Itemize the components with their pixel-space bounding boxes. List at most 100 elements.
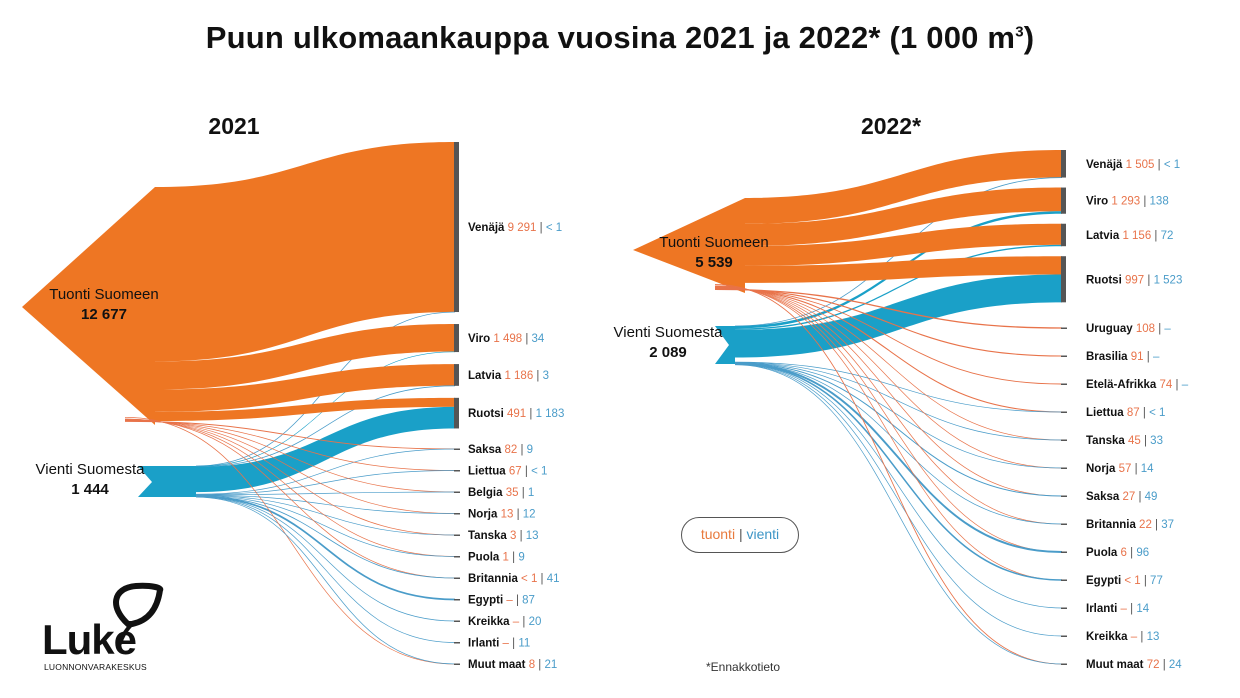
import-source-value: 5 539 bbox=[695, 254, 733, 271]
export-line-egypti bbox=[195, 495, 456, 601]
country-vienti: – bbox=[1153, 351, 1160, 363]
country-tuonti: – bbox=[506, 595, 513, 607]
country-tuonti: 22 bbox=[1139, 519, 1152, 531]
import-source-label: Tuonti Suomeen bbox=[659, 234, 769, 251]
country-tuonti: – bbox=[1131, 631, 1138, 643]
country-sep: | bbox=[509, 552, 518, 564]
country-node-puola bbox=[454, 556, 460, 558]
import-source-node bbox=[633, 198, 745, 293]
country-name: Kreikka bbox=[1086, 631, 1131, 643]
country-node-saksa bbox=[454, 448, 460, 450]
export-line-britannia bbox=[734, 362, 1063, 525]
export-line-latvia bbox=[195, 385, 456, 468]
footnote: *Ennakkotieto bbox=[706, 660, 781, 674]
export-line-britannia bbox=[195, 495, 456, 579]
export-line-irlanti bbox=[195, 496, 456, 643]
country-sep: | bbox=[537, 573, 546, 585]
import-line-belgia bbox=[124, 420, 456, 493]
country-sep: | bbox=[1127, 603, 1136, 615]
legend-vienti: vienti bbox=[746, 526, 780, 542]
import-line-uruguay bbox=[714, 288, 1063, 329]
import-line-liettua bbox=[714, 287, 1063, 413]
country-tuonti: 1 bbox=[503, 552, 509, 564]
export-source-value: 2 089 bbox=[649, 344, 687, 361]
country-node-etelä-afrikka bbox=[1061, 383, 1067, 385]
country-node-ruotsi bbox=[454, 397, 459, 429]
country-label-egypti: Egypti < 1 | 77 bbox=[1086, 575, 1163, 587]
country-sep: | bbox=[1151, 230, 1160, 242]
country-node-norja bbox=[1061, 467, 1067, 469]
year-title: 2022* bbox=[861, 113, 921, 139]
country-vienti: 14 bbox=[1141, 463, 1154, 475]
country-node-viro bbox=[1061, 187, 1066, 214]
country-vienti: 87 bbox=[522, 595, 535, 607]
export-line-kreikka bbox=[195, 496, 456, 622]
country-sep: | bbox=[1131, 463, 1140, 475]
country-name: Viro bbox=[468, 333, 493, 345]
country-node-puola bbox=[1061, 551, 1067, 553]
country-name: Saksa bbox=[1086, 491, 1122, 503]
country-sep: | bbox=[522, 333, 531, 345]
country-sep: | bbox=[1141, 575, 1150, 587]
country-label-saksa: Saksa 82 | 9 bbox=[468, 444, 533, 456]
country-sep: | bbox=[535, 659, 544, 671]
country-vienti: 37 bbox=[1161, 519, 1174, 531]
title-text: Puun ulkomaankauppa vuosina 2021 ja 2022… bbox=[205, 20, 1016, 55]
country-node-viro bbox=[454, 324, 459, 353]
country-sep: | bbox=[1137, 631, 1146, 643]
import-line-liettua bbox=[124, 420, 456, 471]
legend: tuonti | vienti bbox=[681, 517, 799, 553]
country-label-liettua: Liettua 87 | < 1 bbox=[1086, 407, 1165, 419]
country-tuonti: 1 156 bbox=[1122, 230, 1151, 242]
country-sep: | bbox=[533, 370, 542, 382]
country-tuonti: 91 bbox=[1131, 351, 1144, 363]
import-source-value: 12 677 bbox=[81, 306, 127, 323]
country-name: Liettua bbox=[1086, 407, 1127, 419]
country-tuonti: < 1 bbox=[521, 573, 537, 585]
country-tuonti: 72 bbox=[1147, 659, 1160, 671]
country-name: Puola bbox=[468, 552, 503, 564]
logo-name: Luke bbox=[42, 616, 137, 663]
country-label-egypti: Egypti – | 87 bbox=[468, 595, 535, 607]
country-label-liettua: Liettua 67 | < 1 bbox=[468, 466, 547, 478]
country-vienti: < 1 bbox=[531, 466, 547, 478]
country-vienti: < 1 bbox=[546, 222, 562, 234]
legend-tuonti: tuonti bbox=[700, 526, 736, 542]
country-tuonti: 6 bbox=[1121, 547, 1127, 559]
country-vienti: 77 bbox=[1150, 575, 1163, 587]
country-vienti: 138 bbox=[1150, 196, 1169, 208]
export-line-belgia bbox=[195, 491, 456, 496]
export-line-kreikka bbox=[734, 364, 1063, 637]
country-name: Brasilia bbox=[1086, 351, 1131, 363]
import-line-tanska bbox=[124, 419, 456, 536]
country-label-britannia: Britannia < 1 | 41 bbox=[468, 573, 560, 585]
country-sep: | bbox=[1154, 159, 1163, 171]
country-sep: | bbox=[1135, 491, 1144, 503]
country-tuonti: < 1 bbox=[1124, 575, 1140, 587]
export-source-node bbox=[715, 326, 735, 364]
export-source-label: Vienti Suomesta bbox=[614, 324, 724, 341]
country-name: Latvia bbox=[1086, 230, 1122, 242]
country-vienti: 72 bbox=[1161, 230, 1174, 242]
export-line-muut-maat bbox=[734, 364, 1063, 665]
country-vienti: 34 bbox=[532, 333, 545, 345]
country-sep: | bbox=[519, 487, 528, 499]
country-tuonti: 9 291 bbox=[508, 222, 537, 234]
country-name: Puola bbox=[1086, 547, 1121, 559]
export-line-tanska bbox=[195, 495, 456, 536]
country-node-irlanti bbox=[1061, 607, 1067, 609]
import-line-britannia bbox=[714, 286, 1063, 525]
country-vienti: 12 bbox=[523, 509, 536, 521]
country-sep: | bbox=[1152, 519, 1161, 531]
country-name: Muut maat bbox=[1086, 659, 1147, 671]
country-label-venäjä: Venäjä 1 505 | < 1 bbox=[1086, 159, 1180, 171]
logo-subtitle: LUONNONVARAKESKUS bbox=[44, 662, 147, 672]
import-line-saksa bbox=[124, 420, 456, 450]
import-line-tanska bbox=[714, 287, 1063, 441]
country-node-saksa bbox=[1061, 495, 1067, 497]
country-vienti: 9 bbox=[527, 444, 533, 456]
country-label-irlanti: Irlanti – | 11 bbox=[468, 638, 530, 650]
import-band-latvia bbox=[745, 223, 1062, 266]
export-line-liettua bbox=[734, 361, 1063, 413]
